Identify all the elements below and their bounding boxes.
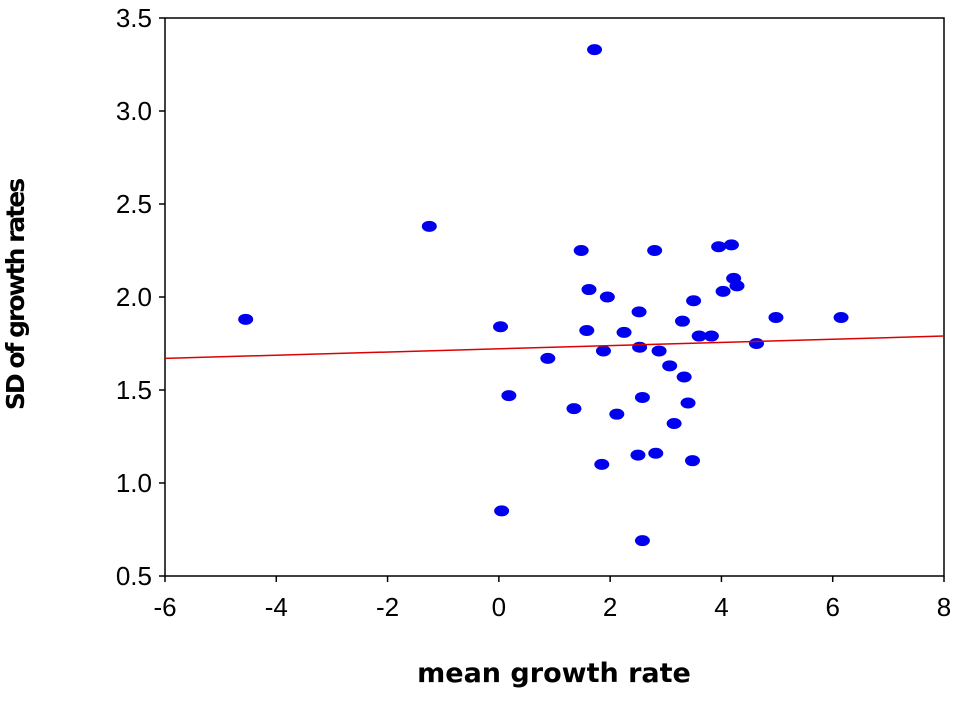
x-axis-title: mean growth rate bbox=[417, 658, 691, 689]
scatter-point bbox=[493, 321, 509, 333]
y-axis-ticks: 0.5 1.0 1.5 2.0 2.5 3.0 3.5 bbox=[116, 3, 165, 591]
scatter-point bbox=[674, 315, 690, 327]
points-layer bbox=[238, 44, 849, 547]
scatter-point bbox=[634, 535, 650, 547]
y-tick-label: 2.5 bbox=[116, 189, 152, 219]
plot-area bbox=[164, 17, 945, 577]
scatter-point bbox=[579, 324, 595, 336]
scatter-point bbox=[711, 241, 727, 253]
scatter-point bbox=[595, 345, 611, 357]
scatter-point bbox=[691, 330, 707, 342]
y-axis-title: SD of growth rates bbox=[1, 179, 30, 410]
scatter-point bbox=[630, 449, 646, 461]
scatter-point bbox=[768, 311, 784, 323]
scatter-point bbox=[748, 338, 764, 349]
scatter-point bbox=[686, 295, 702, 307]
x-tick-label: -2 bbox=[376, 592, 399, 622]
y-tick-label: 3.5 bbox=[116, 3, 152, 33]
scatter-point bbox=[540, 352, 556, 364]
scatter-point bbox=[676, 371, 692, 383]
scatter-point bbox=[587, 44, 603, 56]
y-tick-label: 2.0 bbox=[116, 282, 152, 312]
scatter-point bbox=[501, 390, 517, 402]
scatter-point bbox=[609, 408, 625, 420]
x-tick-label: 4 bbox=[714, 592, 728, 622]
x-axis-ticks: -6 -4 -2 0 2 4 6 8 bbox=[153, 576, 951, 622]
plot-frame bbox=[164, 17, 945, 577]
scatter-point bbox=[647, 245, 663, 256]
scatter-point bbox=[703, 330, 719, 342]
x-tick-label: -4 bbox=[265, 592, 288, 622]
trendline-layer bbox=[164, 335, 945, 360]
scatter-point bbox=[238, 313, 254, 325]
scatter-point bbox=[566, 403, 582, 415]
scatter-point bbox=[573, 245, 589, 256]
x-tick-label: -6 bbox=[153, 592, 176, 622]
scatter-point bbox=[729, 280, 745, 292]
scatter-point bbox=[581, 284, 597, 296]
y-tick-label: 1.0 bbox=[116, 468, 152, 498]
y-tick-label: 1.5 bbox=[116, 375, 152, 405]
scatter-point bbox=[632, 341, 648, 353]
scatter-point bbox=[599, 291, 615, 303]
y-tick-label: 3.0 bbox=[116, 96, 152, 126]
scatter-point bbox=[684, 455, 700, 467]
trend-line bbox=[164, 335, 945, 360]
scatter-point bbox=[723, 239, 739, 251]
scatter-point bbox=[421, 220, 437, 232]
scatter-point bbox=[666, 417, 682, 429]
y-tick-label: 0.5 bbox=[116, 561, 152, 591]
scatter-point bbox=[833, 311, 849, 323]
scatter-point bbox=[634, 391, 650, 403]
scatter-point bbox=[715, 285, 731, 297]
scatter-point bbox=[616, 326, 632, 338]
scatter-point bbox=[680, 397, 696, 409]
scatter-point bbox=[651, 345, 667, 357]
x-tick-label: 0 bbox=[492, 592, 506, 622]
scatter-point bbox=[594, 458, 610, 470]
scatter-point bbox=[662, 360, 678, 372]
scatter-point bbox=[494, 505, 510, 517]
x-tick-label: 2 bbox=[603, 592, 617, 622]
scatter-point bbox=[631, 306, 647, 318]
scatter-point bbox=[648, 447, 664, 459]
x-tick-label: 8 bbox=[937, 592, 951, 622]
x-tick-label: 6 bbox=[825, 592, 839, 622]
